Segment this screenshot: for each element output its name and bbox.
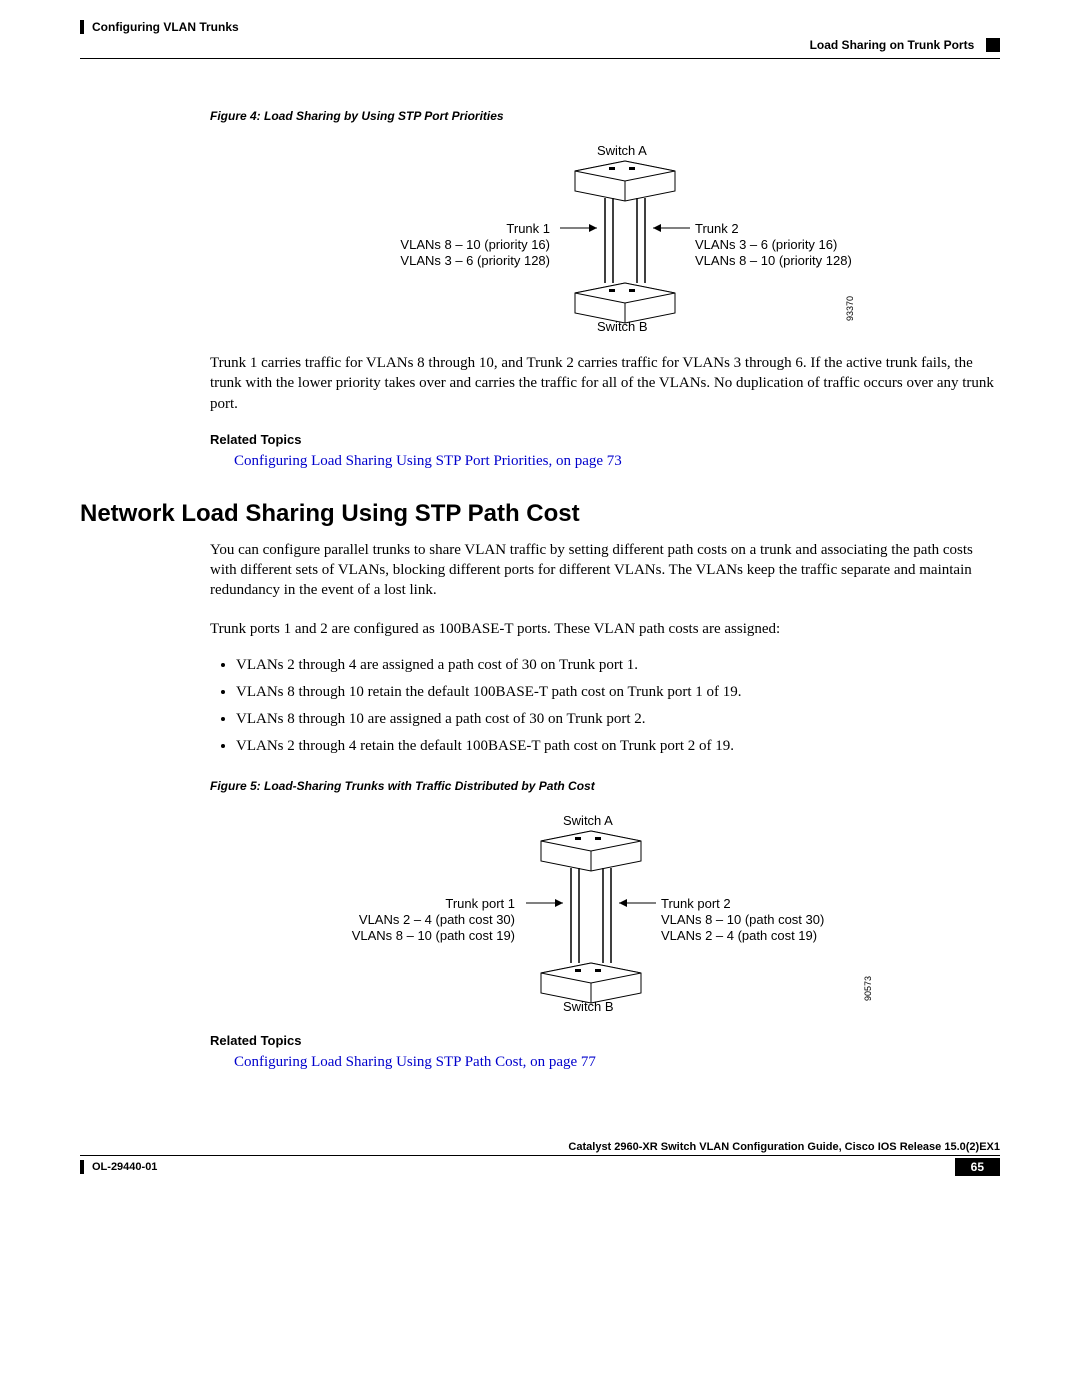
list-item: VLANs 2 through 4 are assigned a path co…: [236, 657, 1000, 674]
figure5-diagram-id: 90573: [863, 976, 873, 1001]
figure4-diagram: Switch A: [210, 143, 1000, 333]
figure4-caption: Figure 4: Load Sharing by Using STP Port…: [210, 109, 1000, 123]
header-square-icon: [986, 38, 1000, 52]
list-item: VLANs 8 through 10 retain the default 10…: [236, 684, 1000, 701]
header-bar-icon: [80, 20, 84, 34]
header-divider: [80, 58, 1000, 59]
footer-guide-title: Catalyst 2960-XR Switch VLAN Configurati…: [80, 1141, 1000, 1156]
figure5-trunk2-line2: VLANs 2 – 4 (path cost 19): [661, 928, 817, 943]
related-topics-label-1: Related Topics: [210, 432, 1000, 447]
figure5-trunk2-line1: VLANs 8 – 10 (path cost 30): [661, 912, 824, 927]
page-header: Configuring VLAN Trunks Load Sharing on …: [80, 20, 1000, 52]
figure5-trunk1-line1: VLANs 2 – 4 (path cost 30): [359, 912, 515, 927]
figure5-caption: Figure 5: Load-Sharing Trunks with Traff…: [210, 779, 1000, 793]
figure4-diagram-id: 93370: [845, 296, 855, 321]
list-item: VLANs 2 through 4 retain the default 100…: [236, 738, 1000, 755]
figure4-trunk1-line2: VLANs 3 – 6 (priority 128): [400, 253, 550, 268]
header-left-title: Configuring VLAN Trunks: [92, 20, 239, 34]
paragraph-path-cost-ports: Trunk ports 1 and 2 are configured as 10…: [210, 619, 1000, 639]
figure5-switch-b-label: Switch B: [563, 999, 614, 1014]
figure5-trunk1-label: Trunk port 1: [445, 896, 515, 911]
footer-bar-icon: [80, 1160, 84, 1174]
figure5-diagram: Switch A: [210, 813, 1000, 1013]
page-number: 65: [955, 1158, 1000, 1176]
related-link-stp-path-cost[interactable]: Configuring Load Sharing Using STP Path …: [234, 1054, 1000, 1071]
figure4-trunk2-line2: VLANs 8 – 10 (priority 128): [695, 253, 852, 268]
footer-doc-id: OL-29440-01: [92, 1161, 157, 1173]
header-right-title: Load Sharing on Trunk Ports: [810, 38, 975, 52]
list-item: VLANs 8 through 10 are assigned a path c…: [236, 711, 1000, 728]
paragraph-trunk-description: Trunk 1 carries traffic for VLANs 8 thro…: [210, 353, 1000, 414]
path-cost-bullet-list: VLANs 2 through 4 are assigned a path co…: [210, 657, 1000, 755]
paragraph-path-cost-intro: You can configure parallel trunks to sha…: [210, 540, 1000, 601]
related-topics-label-2: Related Topics: [210, 1033, 1000, 1048]
figure5-trunk2-label: Trunk port 2: [661, 896, 731, 911]
figure4-trunk2-label: Trunk 2: [695, 221, 739, 236]
page-footer: Catalyst 2960-XR Switch VLAN Configurati…: [80, 1141, 1000, 1176]
figure4-trunk2-line1: VLANs 3 – 6 (priority 16): [695, 237, 837, 252]
related-link-stp-priorities[interactable]: Configuring Load Sharing Using STP Port …: [234, 453, 1000, 470]
figure4-trunk1-line1: VLANs 8 – 10 (priority 16): [400, 237, 550, 252]
section-heading-path-cost: Network Load Sharing Using STP Path Cost: [80, 500, 1000, 528]
figure5-trunk1-line2: VLANs 8 – 10 (path cost 19): [352, 928, 515, 943]
figure4-trunk1-label: Trunk 1: [506, 221, 550, 236]
figure4-switch-b-label: Switch B: [597, 319, 648, 334]
